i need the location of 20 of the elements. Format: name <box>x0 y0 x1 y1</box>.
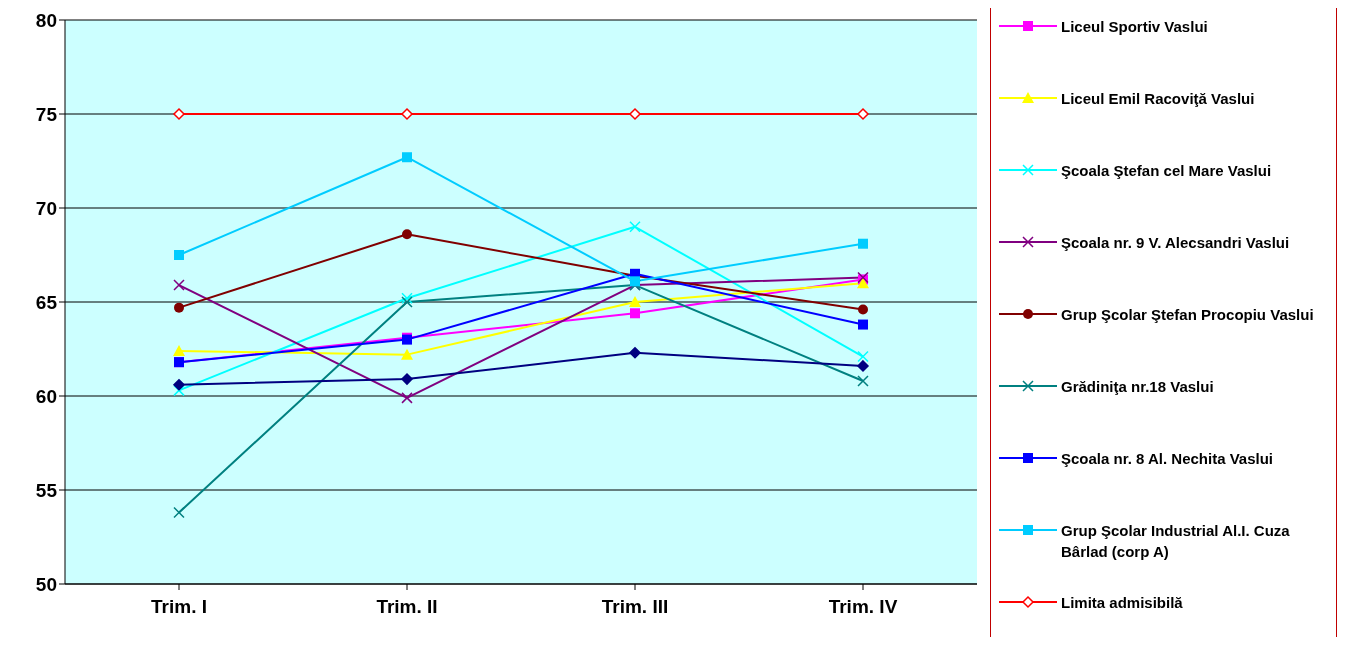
y-tick-label: 80 <box>35 9 57 31</box>
x-tick-label: Trim. IV <box>828 596 898 618</box>
legend-label: Grup Şcolar Industrial Al.I. Cuza Bârlad (corp A) <box>1061 521 1291 562</box>
y-tick-label: 50 <box>35 573 57 595</box>
legend-label: Liceul Emil Racoviţă Vaslui <box>1061 89 1255 109</box>
x-tick-label: Trim. II <box>376 596 438 618</box>
y-tick-label: 65 <box>35 291 58 313</box>
y-tick-label: 60 <box>35 385 57 407</box>
x-tick-label: Trim. III <box>601 596 669 618</box>
y-tick-label: 75 <box>35 103 58 125</box>
legend-label: Grădiniţa nr.18 Vaslui <box>1061 377 1214 397</box>
y-tick-label: 55 <box>35 479 58 501</box>
legend-label: Şcoala Ştefan cel Mare Vaslui <box>1061 161 1272 181</box>
legend-label: Grup Şcolar Ştefan Procopiu Vaslui <box>1061 305 1314 325</box>
legend-label: Şcoala nr. 9 V. Alecsandri Vaslui <box>1061 233 1290 253</box>
legend-label: Şcoala nr. 8 Al. Nechita Vaslui <box>1061 449 1274 469</box>
x-tick-label: Trim. I <box>151 596 207 618</box>
legend-label: Liceul Sportiv Vaslui <box>1061 17 1208 37</box>
legend-label: Limita admisibilă <box>1061 593 1183 613</box>
y-tick-label: 70 <box>35 197 57 219</box>
